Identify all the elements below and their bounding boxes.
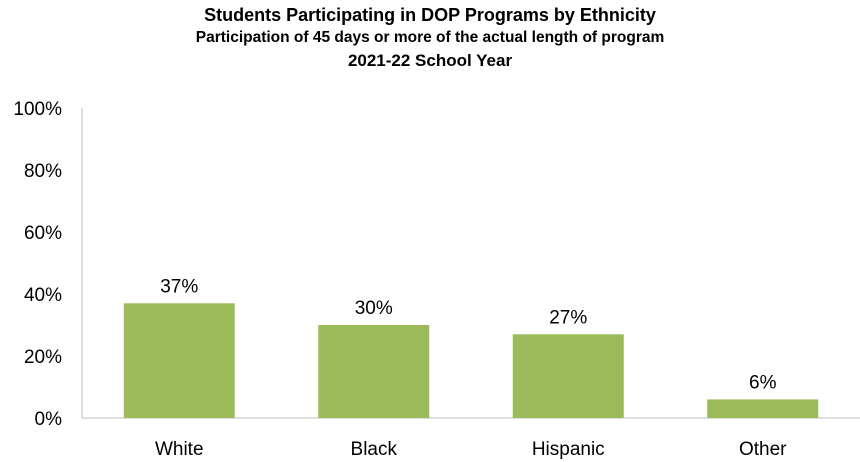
bar (318, 325, 430, 418)
bar-data-label: 37% (160, 276, 198, 297)
y-tick-label: 60% (24, 223, 62, 244)
bar-data-label: 30% (355, 298, 393, 319)
x-tick-label: Hispanic (532, 439, 605, 460)
bar (512, 334, 624, 418)
x-tick-label: Black (351, 439, 398, 460)
chart-titles: Students Participating in DOP Programs b… (0, 4, 860, 73)
y-tick-label: 20% (24, 347, 62, 368)
bar (707, 399, 819, 418)
y-tick-label: 40% (24, 285, 62, 306)
bar-data-label: 27% (549, 307, 587, 328)
bar (123, 303, 235, 418)
chart-title: Students Participating in DOP Programs b… (204, 5, 656, 25)
y-tick-label: 80% (24, 161, 62, 182)
x-tick-label: White (155, 439, 204, 460)
y-tick-label: 0% (35, 409, 63, 430)
chart-subtitle: Participation of 45 days or more of the … (195, 29, 665, 46)
x-tick-label: Other (739, 439, 787, 460)
y-tick-label: 100% (13, 99, 62, 120)
chart-subtitle-year: 2021-22 School Year (347, 51, 513, 70)
bar-data-label: 6% (749, 372, 777, 393)
